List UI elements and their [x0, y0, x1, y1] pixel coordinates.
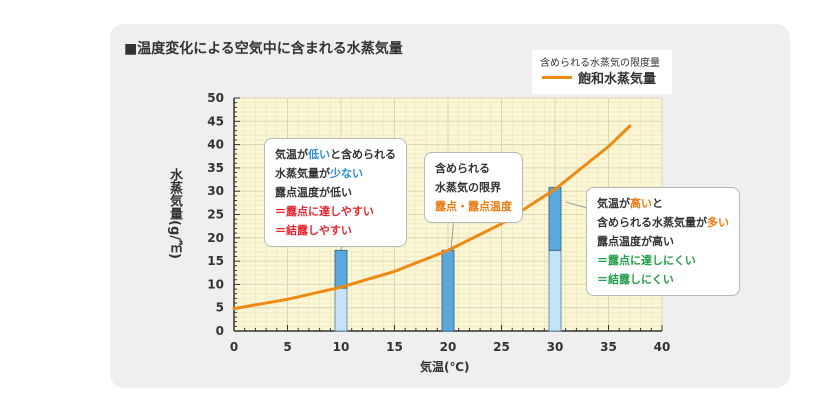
callout-text: ＝露点に達しやすい [275, 205, 374, 218]
bar-upper-segment [334, 249, 348, 289]
y-tick-label: 20 [207, 231, 224, 245]
x-tick-label: 10 [333, 340, 350, 354]
legend-series-name: 飽和水蒸気量 [578, 72, 657, 87]
callout-line: 水蒸気の限界 [435, 178, 512, 197]
callout-line: ＝露点に達しにくい [597, 251, 729, 270]
callout-text: ＝露点に達しにくい [597, 254, 696, 267]
y-tick-label: 45 [207, 114, 224, 128]
y-axis-label: 水蒸気量(g/㎥) [167, 168, 182, 259]
x-axis-label: 気温(℃) [420, 360, 470, 374]
callout-text: 気温が [275, 148, 308, 161]
callout-text: ＝結露しにくい [597, 273, 674, 286]
y-tick-label: 35 [207, 161, 224, 175]
x-tick-label: 15 [386, 340, 403, 354]
y-tick-label: 40 [207, 138, 224, 152]
y-tick-label: 25 [207, 208, 224, 222]
callout-line: ＝露点に達しやすい [275, 202, 396, 221]
callout-line: ＝結露しにくい [597, 270, 729, 289]
callout-text: 低い [308, 148, 330, 161]
callout-high-temp: 気温が高いと 含められる水蒸気量が多い 露点温度が高い ＝露点に達しにくい ＝結露しにく… [586, 187, 740, 296]
callout-text: 少ない [330, 167, 363, 180]
callout-text: 含められる水蒸気量が [597, 216, 707, 229]
bar-upper-segment [441, 249, 455, 332]
callout-text: 気温が [597, 197, 630, 210]
bar-lower-segment [334, 287, 348, 332]
x-tick-label: 35 [600, 340, 617, 354]
callout-line: 露点・露点温度 [435, 197, 512, 216]
callout-text: 露点温度が高い [597, 235, 674, 248]
x-tick-label: 40 [654, 340, 671, 354]
legend-line-swatch [542, 76, 572, 79]
callout-text: 露点温度が低い [275, 186, 352, 199]
callout-text: 多い [707, 216, 729, 229]
x-tick-label: 25 [493, 340, 510, 354]
callout-low-temp: 気温が低いと含められる 水蒸気量が少ない 露点温度が低い ＝露点に達しやすい ＝結露しや… [264, 138, 407, 247]
chart-title: ■温度変化による空気中に含まれる水蒸気量 [124, 41, 403, 57]
callout-line: 含められる水蒸気量が多い [597, 213, 729, 232]
y-tick-label: 10 [207, 277, 224, 291]
legend: 含められる水蒸気の限度量 飽和水蒸気量 [532, 50, 672, 94]
bar-lower-segment [548, 249, 562, 332]
x-tick-label: 30 [547, 340, 564, 354]
callout-line: 気温が低いと含められる [275, 145, 396, 164]
callout-text: と [652, 197, 663, 210]
callout-text: 高い [630, 197, 652, 210]
legend-caption: 含められる水蒸気の限度量 [540, 58, 660, 69]
y-tick-label: 0 [216, 324, 224, 338]
x-tick-label: 5 [283, 340, 291, 354]
y-tick-label: 5 [216, 301, 224, 315]
callout-text: 露点・露点温度 [435, 200, 512, 213]
callout-text: 水蒸気の限界 [435, 181, 501, 194]
callout-dew-point: 含められる水蒸気の限界 露点・露点温度 [424, 152, 523, 223]
y-tick-label: 30 [207, 184, 224, 198]
bar-upper-segment [548, 186, 562, 251]
callout-text: 含められる [435, 162, 490, 175]
callout-line: 露点温度が低い [275, 183, 396, 202]
callout-line: 露点温度が高い [597, 232, 729, 251]
series-line [232, 124, 632, 311]
callout-line: 水蒸気量が少ない [275, 164, 396, 183]
callout-line: 含められる [435, 159, 512, 178]
callout-text: と含められる [330, 148, 396, 161]
callout-pointer [565, 201, 588, 209]
y-tick-label: 50 [207, 91, 224, 105]
x-tick-label: 20 [440, 340, 457, 354]
callout-line: 気温が高いと [597, 194, 729, 213]
y-tick-label: 15 [207, 254, 224, 268]
x-tick-label: 0 [230, 340, 238, 354]
callout-text: 水蒸気量が [275, 167, 330, 180]
callout-line: ＝結露しやすい [275, 221, 396, 240]
callout-text: ＝結露しやすい [275, 224, 352, 237]
